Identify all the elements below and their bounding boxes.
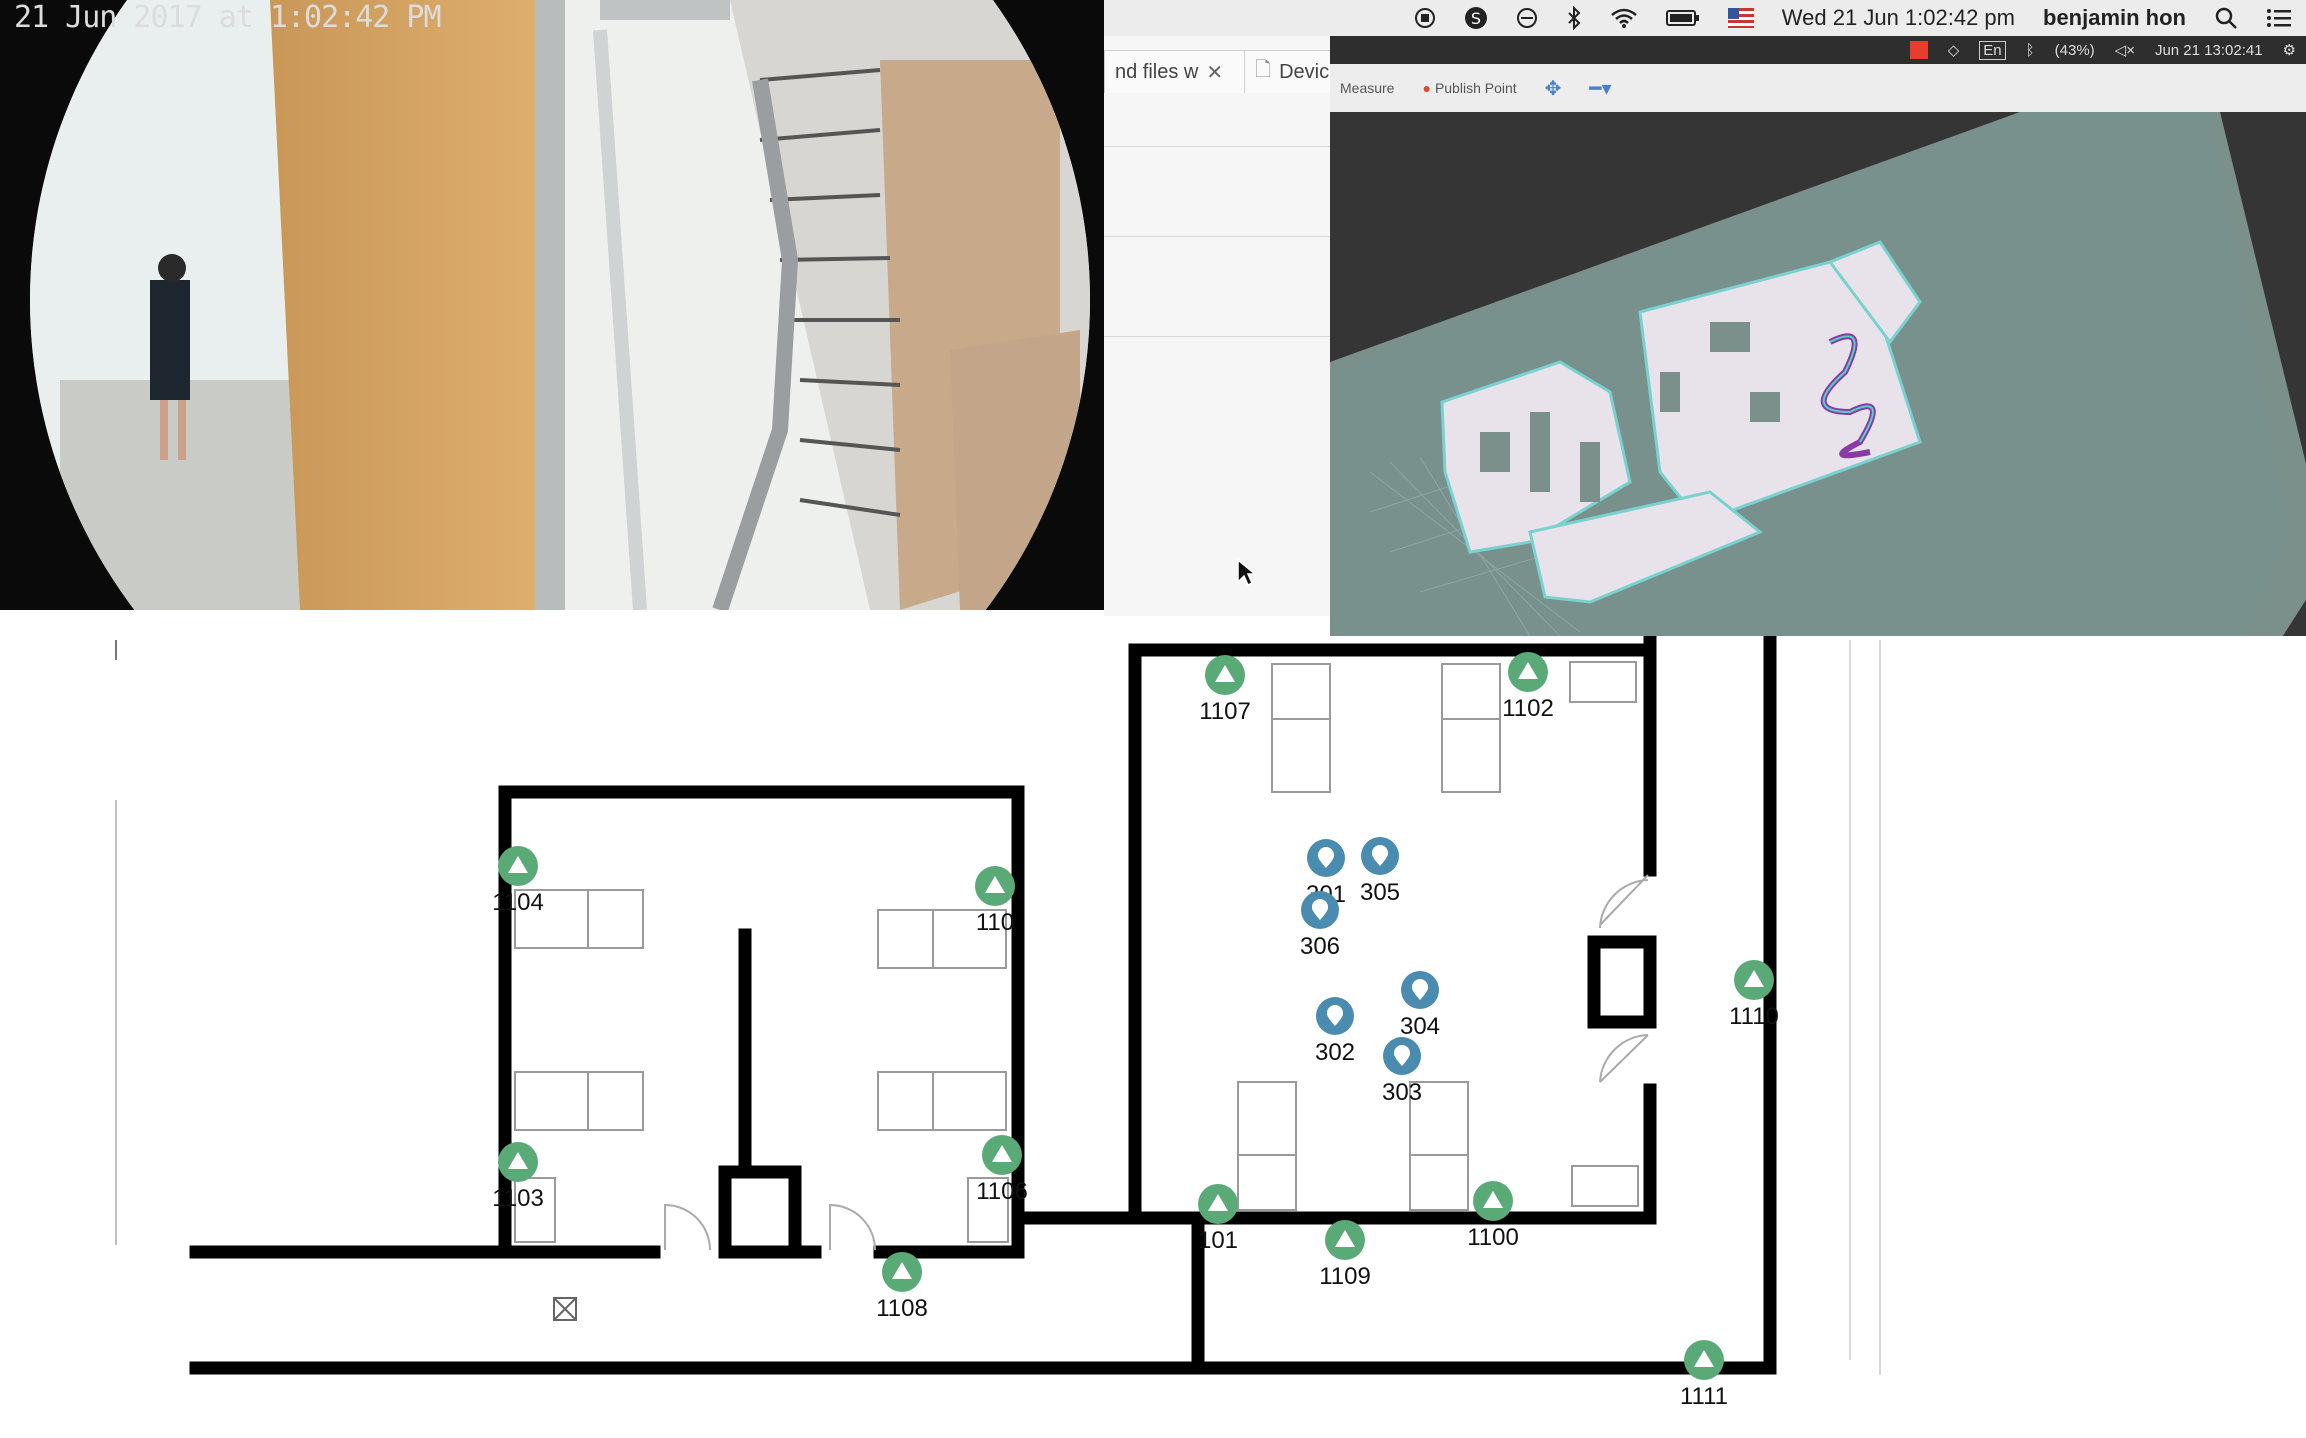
green-marker-1100[interactable]: 1100	[1467, 1181, 1519, 1251]
green-marker-1106[interactable]: 1106	[976, 1135, 1028, 1205]
menubar-clock[interactable]: Wed 21 Jun 1:02:42 pm	[1781, 5, 2015, 30]
bluetooth-icon[interactable]: ᛒ	[2025, 41, 2035, 59]
map-pin-icon	[1317, 847, 1335, 868]
mouse-cursor-icon	[1237, 558, 1256, 587]
marker-label: 306	[1300, 933, 1340, 960]
gear-icon[interactable]: ⚙	[2282, 42, 2296, 59]
green-marker-1104[interactable]: 1104	[492, 846, 544, 916]
triangle-icon	[992, 1145, 1012, 1162]
green-marker-1110[interactable]: 1110	[1729, 960, 1779, 1030]
marker-label: 1111	[1680, 1383, 1728, 1410]
do-not-disturb-icon[interactable]	[1516, 7, 1538, 29]
marker-label: 303	[1382, 1079, 1422, 1106]
triangle-icon	[1335, 1230, 1355, 1247]
marker-label: 101	[1198, 1227, 1238, 1254]
triangle-icon	[508, 1152, 528, 1169]
fisheye-image	[0, 0, 1104, 610]
marker-label: 1106	[976, 1178, 1028, 1205]
tab-label: Devic	[1279, 60, 1330, 83]
triangle-icon	[1744, 970, 1764, 987]
spotlight-search-icon[interactable]	[2214, 6, 2238, 30]
marker-label: 110	[976, 909, 1014, 936]
green-marker-1107[interactable]: 1107	[1199, 655, 1251, 725]
blue-pin-marker-304[interactable]: 304	[1400, 971, 1440, 1040]
blue-pin-marker-303[interactable]: 303	[1382, 1037, 1422, 1106]
rviz-toolbar: Measure ● Publish Point ✥ ━▾	[1330, 64, 2306, 112]
language-indicator[interactable]: En	[1979, 40, 2006, 60]
battery-icon[interactable]	[1665, 8, 1700, 28]
marker-label: 1103	[492, 1185, 544, 1212]
rviz-map-window: ◇ En ᛒ (43%) ◁× Jun 21 13:02:41 ⚙ Measur…	[1330, 36, 2306, 636]
marker-label: 304	[1400, 1013, 1440, 1040]
marker-label: 1108	[876, 1295, 928, 1322]
notification-list-icon[interactable]	[2266, 7, 2292, 29]
map-pin-icon: ●	[1422, 80, 1431, 96]
triangle-icon	[892, 1262, 912, 1279]
occupancy-map	[1330, 112, 2306, 636]
volume-icon[interactable]: ◁×	[2114, 42, 2135, 59]
bluetooth-icon[interactable]	[1566, 6, 1582, 30]
skype-icon[interactable]: S	[1464, 6, 1488, 30]
green-marker-1109[interactable]: 1109	[1319, 1220, 1371, 1290]
blue-pin-marker-305[interactable]: 305	[1360, 837, 1400, 906]
measure-tool-button[interactable]: Measure	[1340, 80, 1395, 96]
tab-label: nd files w	[1115, 60, 1199, 83]
map-pin-icon	[1411, 979, 1429, 1000]
marker-label: 305	[1360, 879, 1400, 906]
record-icon[interactable]	[1414, 7, 1436, 29]
marker-label: 1109	[1319, 1263, 1371, 1290]
wifi-icon[interactable]	[1610, 7, 1638, 29]
map-pin-icon	[1371, 845, 1389, 866]
triangle-icon	[1694, 1350, 1714, 1367]
marker-label: 1102	[1502, 695, 1554, 722]
triangle-icon	[1518, 662, 1538, 679]
marker-label: 1100	[1467, 1224, 1519, 1251]
triangle-icon	[508, 856, 528, 873]
marker-label: 1110	[1729, 1003, 1779, 1030]
move-tool-icon[interactable]: ✥	[1544, 77, 1562, 100]
blue-pin-marker-306[interactable]: 306	[1300, 891, 1340, 960]
marker-label: 302	[1315, 1039, 1355, 1066]
camera-timestamp: 21 Jun 2017 at 1:02:42 PM	[14, 0, 442, 35]
blue-pin-marker-302[interactable]: 302	[1315, 997, 1355, 1066]
browser-window: nd files w ✕ 🗋 Devic	[1104, 36, 1366, 616]
map-pin-icon	[1393, 1045, 1411, 1066]
camera-feed: 21 Jun 2017 at 1:02:42 PM	[0, 0, 1104, 610]
green-marker-1108[interactable]: 1108	[876, 1252, 928, 1322]
map-pin-icon	[1311, 899, 1329, 920]
close-icon[interactable]: ✕	[1206, 61, 1224, 84]
rviz-status-bar: ◇ En ᛒ (43%) ◁× Jun 21 13:02:41 ⚙	[1330, 36, 2306, 64]
svg-text:S: S	[1471, 9, 1481, 28]
wifi-icon[interactable]: ◇	[1947, 42, 1960, 59]
flag-icon[interactable]	[1727, 8, 1754, 28]
record-indicator-icon[interactable]	[1909, 41, 1928, 59]
triangle-icon	[1215, 665, 1235, 682]
green-marker-101[interactable]: 101	[1198, 1184, 1238, 1254]
remove-tool-icon[interactable]: ━▾	[1589, 77, 1612, 100]
green-marker-1111[interactable]: 1111	[1680, 1340, 1728, 1410]
battery-status[interactable]: (43%)	[2054, 41, 2095, 59]
marker-label: 1107	[1199, 698, 1251, 725]
green-marker-1103[interactable]: 1103	[492, 1142, 544, 1212]
rviz-clock[interactable]: Jun 21 13:02:41	[2154, 41, 2263, 59]
triangle-icon	[1208, 1194, 1228, 1211]
map-pin-icon	[1326, 1005, 1344, 1026]
publish-point-tool-button[interactable]: Publish Point	[1434, 80, 1517, 96]
green-marker-1102[interactable]: 1102	[1502, 652, 1554, 722]
page-icon: 🗋	[1255, 59, 1272, 81]
menubar-user[interactable]: benjamin hon	[2043, 5, 2186, 30]
green-marker-110[interactable]: 110	[975, 866, 1015, 936]
triangle-icon	[985, 876, 1005, 893]
triangle-icon	[1483, 1191, 1503, 1208]
mac-menu-bar: S Wed 21 Jun 1:02:42 pm benjamin hon	[1104, 0, 2306, 37]
marker-label: 1104	[492, 889, 544, 916]
browser-tab-files[interactable]: nd files w ✕	[1104, 50, 1246, 93]
